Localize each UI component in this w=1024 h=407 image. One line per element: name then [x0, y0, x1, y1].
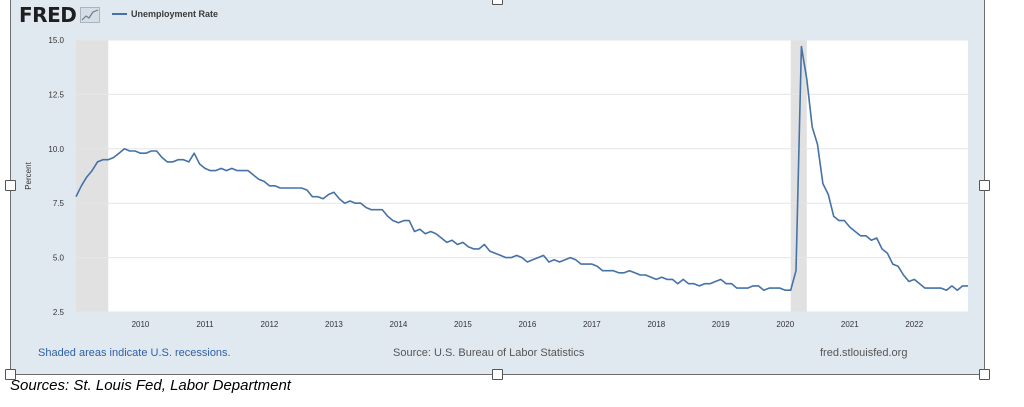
- y-tick-label: 5.0: [53, 254, 65, 263]
- x-tick-label: 2015: [454, 320, 472, 329]
- x-tick-label: 2011: [196, 320, 214, 329]
- x-tick-label: 2022: [905, 320, 923, 329]
- y-tick-label: 2.5: [53, 308, 65, 317]
- x-tick-label: 2021: [841, 320, 859, 329]
- legend-swatch: [112, 13, 127, 15]
- fred-site-link[interactable]: fred.stlouisfed.org: [820, 347, 908, 359]
- x-tick-label: 2017: [583, 320, 601, 329]
- x-tick-label: 2013: [325, 320, 343, 329]
- y-tick-label: 10.0: [48, 145, 64, 154]
- y-tick-label: 15.0: [48, 36, 64, 45]
- resize-handle-right[interactable]: [979, 180, 990, 191]
- source-note: Source: U.S. Bureau of Labor Statistics: [393, 347, 585, 359]
- recession-shading: [76, 40, 109, 312]
- x-tick-label: 2010: [132, 320, 150, 329]
- fred-logo[interactable]: FRED: [19, 3, 101, 27]
- x-tick-label: 2018: [647, 320, 665, 329]
- x-tick-label: 2019: [712, 320, 730, 329]
- resize-handle-bottom[interactable]: [492, 369, 503, 380]
- resize-handle-bottom-right[interactable]: [979, 369, 990, 380]
- plot-area: [76, 40, 968, 312]
- y-axis-label: Percent: [24, 161, 33, 189]
- fred-logo-graph-icon: [80, 7, 101, 23]
- x-tick-label: 2016: [518, 320, 536, 329]
- y-tick-label: 7.5: [53, 199, 65, 208]
- series-line-unemployment-rate: [75, 45, 968, 292]
- resize-handle-bottom-left[interactable]: [5, 369, 16, 380]
- x-tick-label: 2020: [776, 320, 794, 329]
- resize-handle-top[interactable]: [492, 0, 503, 5]
- resize-handle-left[interactable]: [5, 180, 16, 191]
- fred-logo-text: FRED: [19, 3, 77, 27]
- y-tick-label: 12.5: [48, 90, 64, 99]
- legend-label: Unemployment Rate: [131, 9, 219, 19]
- recession-note: Shaded areas indicate U.S. recessions.: [38, 347, 231, 359]
- x-tick-label: 2012: [261, 320, 279, 329]
- x-tick-label: 2014: [390, 320, 408, 329]
- image-caption: Sources: St. Louis Fed, Labor Department: [10, 377, 291, 394]
- chart-legend: Unemployment Rate: [112, 9, 218, 19]
